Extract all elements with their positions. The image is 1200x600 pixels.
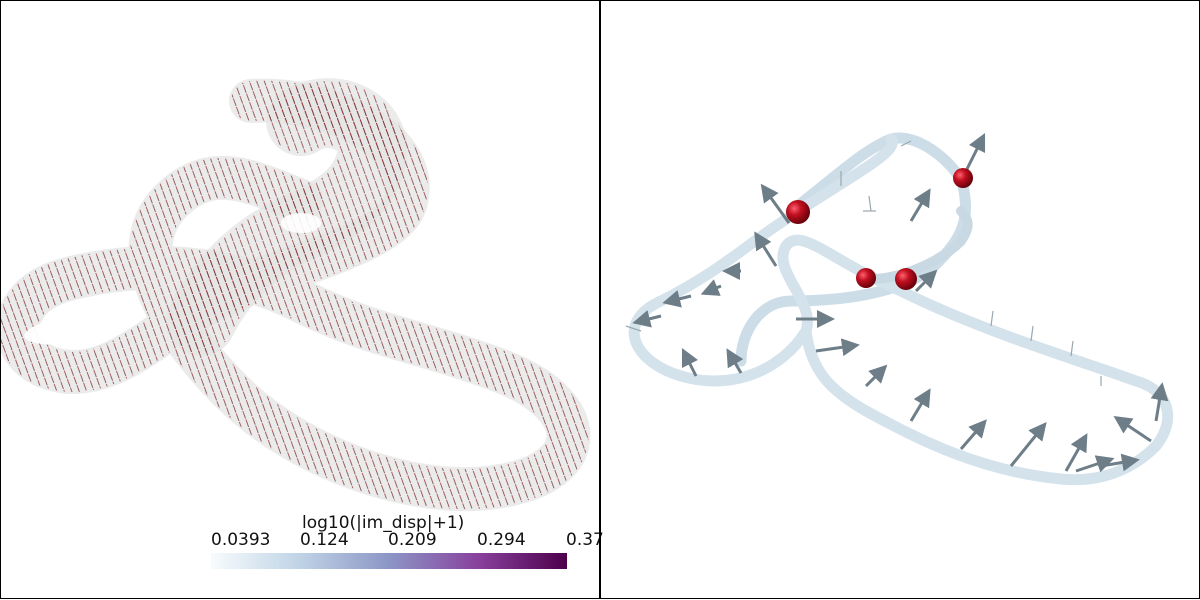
- knot-surface: [1, 78, 591, 512]
- knot-surface-render: [1, 78, 591, 512]
- sphere-marker: [856, 268, 876, 288]
- sphere-marker: [895, 268, 917, 290]
- colorbar-gradient: [211, 553, 567, 569]
- sphere-marker: [953, 168, 973, 188]
- knot-tube: [628, 132, 1174, 486]
- colorbar-tick: 0.0393: [211, 530, 271, 550]
- knot-tube-render: [625, 132, 1174, 486]
- thin-arrows: [625, 140, 1102, 386]
- colorbar-tick: 0.124: [300, 530, 349, 550]
- colorbar-tick: 0.209: [388, 530, 437, 550]
- colorbar-tick: 0.294: [477, 530, 526, 550]
- colorbar-title: log10(|im_disp|+1): [302, 513, 465, 533]
- left-viewport[interactable]: log10(|im_disp|+1) 0.0393 0.124 0.209 0.…: [0, 0, 604, 599]
- marker-spheres: [786, 168, 973, 290]
- vector-arrows: [632, 132, 1169, 473]
- colorbar-tick: 0.37: [566, 530, 604, 550]
- right-viewport[interactable]: [599, 0, 1200, 599]
- sphere-marker: [786, 200, 810, 224]
